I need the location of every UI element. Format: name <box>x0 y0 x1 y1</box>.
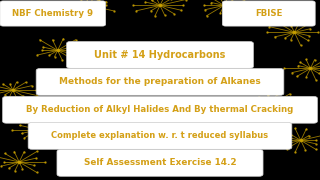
FancyBboxPatch shape <box>222 1 315 26</box>
Text: NBF Chemistry 9: NBF Chemistry 9 <box>12 9 93 18</box>
Text: FBISE: FBISE <box>255 9 283 18</box>
FancyBboxPatch shape <box>3 96 317 123</box>
Text: Complete explanation w. r. t reduced syllabus: Complete explanation w. r. t reduced syl… <box>52 131 268 140</box>
Text: By Reduction of Alkyl Halides And By thermal Cracking: By Reduction of Alkyl Halides And By the… <box>26 105 294 114</box>
Text: Methods for the preparation of Alkanes: Methods for the preparation of Alkanes <box>59 77 261 86</box>
FancyBboxPatch shape <box>0 1 106 26</box>
Text: Unit # 14 Hydrocarbons: Unit # 14 Hydrocarbons <box>94 50 226 60</box>
FancyBboxPatch shape <box>36 68 284 95</box>
Text: Self Assessment Exercise 14.2: Self Assessment Exercise 14.2 <box>84 158 236 167</box>
FancyBboxPatch shape <box>28 122 292 149</box>
FancyBboxPatch shape <box>57 149 263 176</box>
FancyBboxPatch shape <box>67 42 253 68</box>
